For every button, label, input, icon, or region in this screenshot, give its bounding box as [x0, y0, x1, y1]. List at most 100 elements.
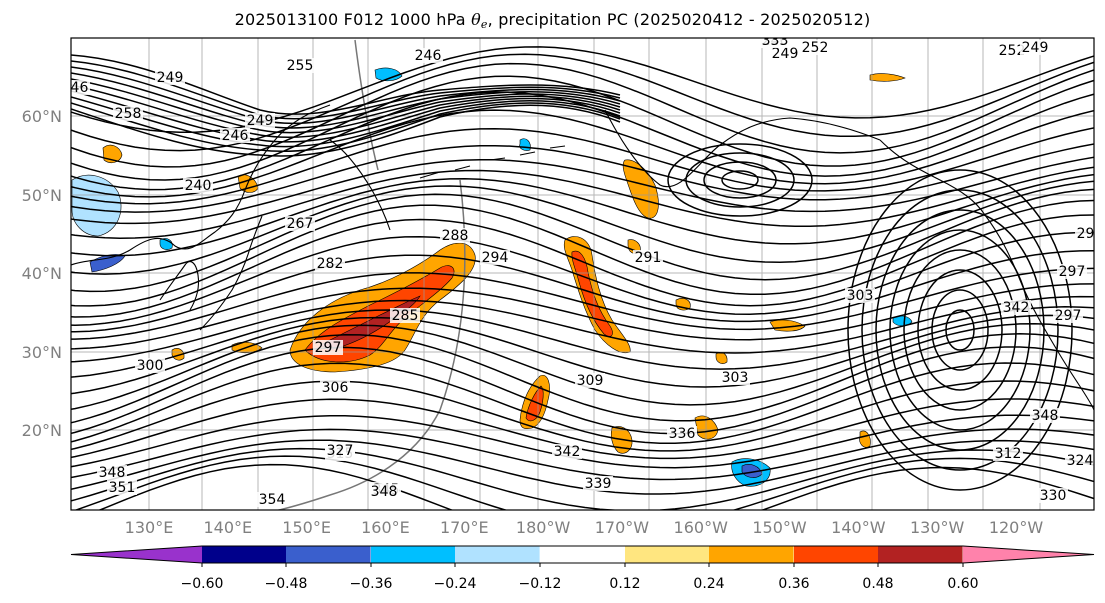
contour-label: 342 [1003, 300, 1030, 316]
contour-label-bg [575, 373, 605, 388]
contour-label-bg [845, 288, 875, 303]
precip-region [622, 159, 659, 219]
theta-e-contour [71, 84, 621, 139]
theta-e-contour [71, 109, 1094, 198]
contour-label-bg [257, 492, 287, 507]
lon-label: 170°W [595, 518, 650, 537]
theta-e-contour [71, 166, 1094, 239]
contour-label: 246 [415, 48, 442, 64]
contour-label: 297 [1055, 308, 1082, 324]
theta-e-contour [71, 199, 1094, 307]
theta-e-contour [903, 249, 1017, 411]
theta-e-contour [71, 66, 621, 125]
contour-label: 246 [222, 128, 249, 144]
colorbar-cell [709, 546, 794, 563]
colorbar-cell [878, 546, 963, 563]
contour-label-bg [1020, 40, 1050, 55]
lat-label: 50°N [22, 186, 62, 205]
theta-e-contour [71, 72, 621, 129]
map-frame [70, 37, 1095, 511]
contour-label: 240 [185, 178, 212, 194]
coast-japan [199, 215, 263, 331]
colorbar-tick-label: −0.12 [519, 576, 562, 592]
contour-label: 246 [62, 80, 89, 96]
theta-e-contour [71, 214, 1094, 318]
theta-e-contour [71, 314, 1094, 395]
theta-e-contour [945, 309, 975, 351]
colorbar-cell [286, 546, 371, 563]
theta-e-contour [875, 209, 1045, 451]
contour-label: 348 [371, 484, 398, 500]
contour-label: 309 [577, 373, 604, 389]
colorbar-tick-label: 0.12 [609, 576, 640, 592]
contour-label: 249 [1022, 40, 1049, 56]
contour-label: 303 [847, 288, 874, 304]
contour-label-bg [1053, 308, 1083, 323]
contour-label: 249 [772, 46, 799, 62]
contour-label-bg [760, 38, 790, 48]
contour-label-bg [720, 370, 750, 385]
contour-label: 288 [442, 228, 469, 244]
contour-label-bg [440, 228, 470, 243]
contour-label: 297 [315, 340, 342, 356]
lon-label: 180°W [516, 518, 571, 537]
lat-label: 60°N [22, 107, 62, 126]
colorbar-ticks: −0.60 −0.48 −0.36 −0.24 −0.12 0.12 0.24 0.36 0.4… [181, 563, 979, 592]
latitude-labels: 60°N 50°N 40°N 30°N 20°N [22, 107, 62, 440]
contour-label: 297 [1059, 264, 1086, 280]
contour-label-bg [107, 480, 137, 495]
contour-label: 327 [327, 443, 354, 459]
lat-label: 20°N [22, 421, 62, 440]
figure-title: 2025013100 F012 1000 hPa θe, precipitati… [0, 10, 1105, 31]
theta-e-contour [71, 102, 621, 153]
lon-label: 130°E [125, 518, 174, 537]
colorbar-cell [540, 546, 625, 563]
theta-e-contour [71, 90, 621, 143]
contour-label: 267 [287, 216, 314, 232]
theta-e-contour [71, 62, 1094, 168]
theta-subscript: e [480, 18, 488, 31]
theta-e-contour [71, 53, 1094, 152]
theta-e-contours [71, 46, 1094, 510]
lon-label: 120°W [989, 518, 1044, 537]
coast-korea [159, 261, 200, 311]
theta-e-contour [917, 269, 1003, 391]
contour-label: 342 [554, 444, 581, 460]
contour-label-bg [1057, 264, 1087, 279]
theta-e-contour [847, 169, 1073, 491]
contour-label: 291 [635, 250, 662, 266]
title-prefix: 2025013100 F012 1000 hPa [234, 10, 472, 29]
theta-e-contour [71, 231, 1094, 326]
theta-e-contour [71, 447, 1094, 510]
theta-e-contour [71, 180, 1094, 275]
contour-label: 354 [259, 492, 286, 508]
contour-label: 306 [322, 380, 349, 396]
contour-label: 249 [247, 113, 274, 129]
contour-label-bg [800, 40, 830, 55]
contour-label: 303 [722, 370, 749, 386]
contour-label-bg [245, 113, 275, 128]
contour-label-bg [183, 178, 213, 193]
theta-e-contour [71, 267, 1094, 340]
title-suffix: , precipitation PC (2025020412 - 2025020… [487, 10, 871, 29]
theta-e-contour [71, 380, 1094, 452]
theta-e-contour [685, 152, 795, 208]
contour-label: 294 [1077, 226, 1104, 242]
contour-label-bg [135, 358, 165, 373]
contour-label-bg [583, 476, 613, 491]
colorbar-tick-label: 0.48 [862, 576, 893, 592]
colorbar-tick-label: −0.36 [350, 576, 393, 592]
theta-e-contour [931, 289, 989, 371]
contour-label-bg [285, 58, 315, 73]
contour-label: 249 [157, 70, 184, 86]
contour-label-bg [155, 70, 185, 85]
graticule [71, 38, 1094, 510]
colorbar-tick-label: −0.60 [181, 576, 224, 592]
contour-label: 330 [1040, 488, 1067, 504]
contour-label: 285 [392, 308, 419, 324]
longitude-labels: 130°E 140°E 150°E 160°E 170°E 180°W 170°W 160°W… [125, 518, 1044, 537]
coast-aleutians [419, 145, 566, 179]
contour-label-bg [390, 308, 420, 323]
colorbar-extend-max [963, 546, 1094, 563]
